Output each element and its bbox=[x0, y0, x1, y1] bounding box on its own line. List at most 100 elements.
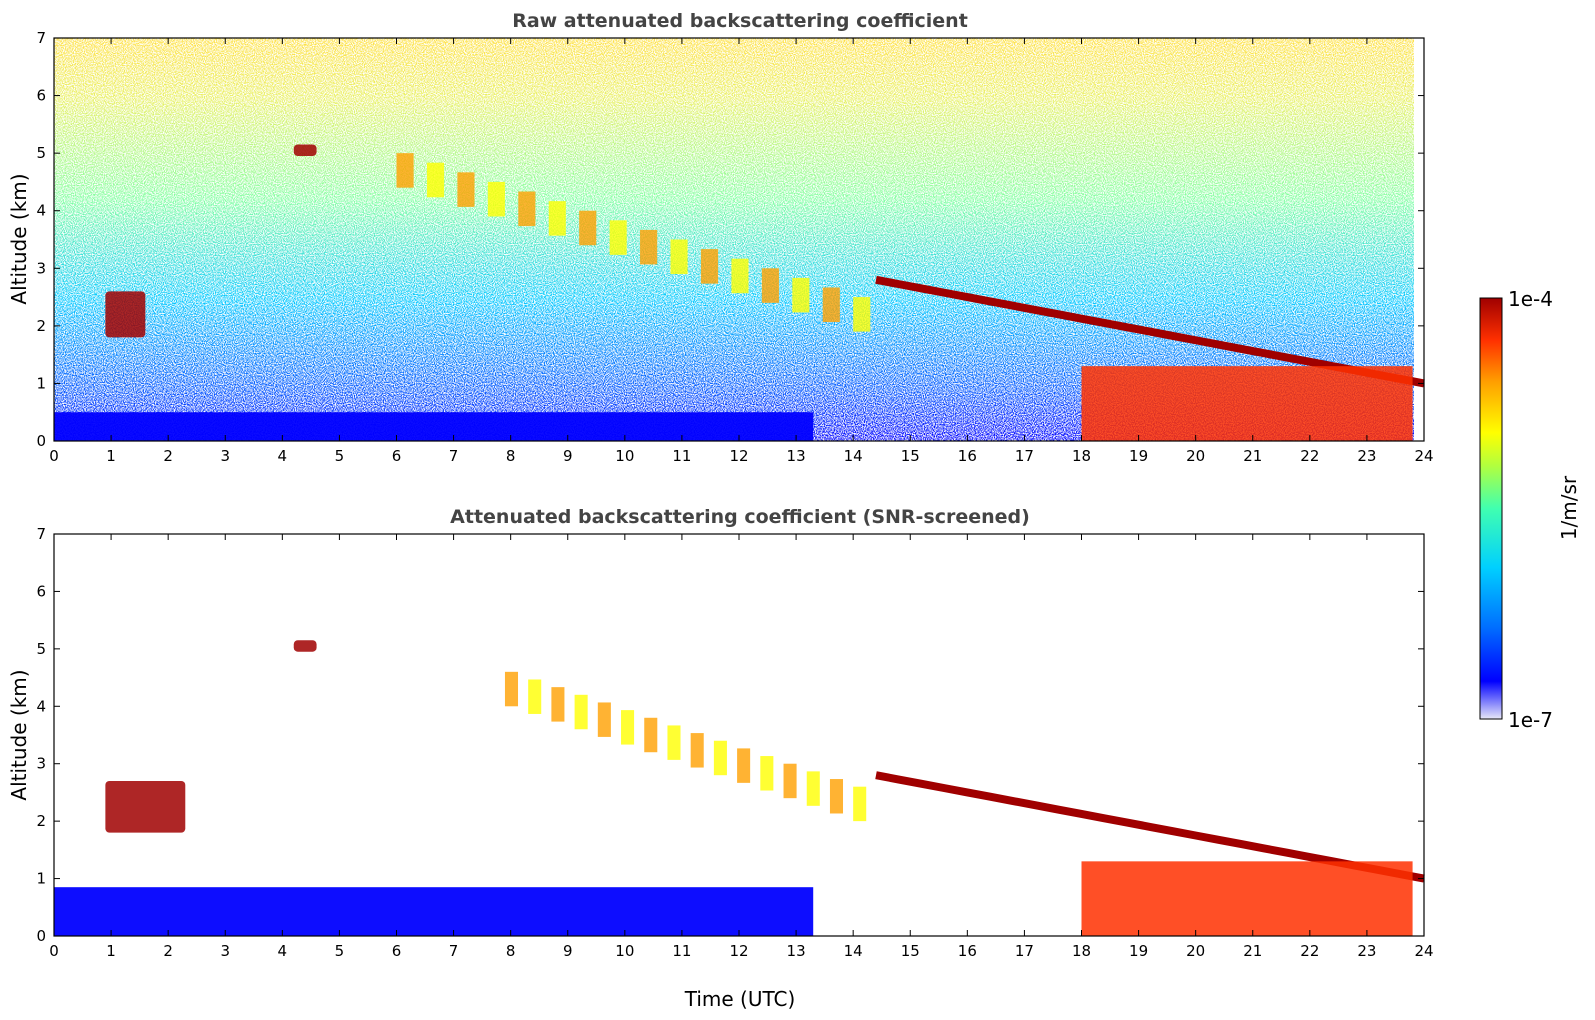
x-tick-label: 9 bbox=[563, 447, 573, 465]
x-tick-label: 20 bbox=[1186, 942, 1205, 960]
x-tick-label: 15 bbox=[901, 942, 920, 960]
y-tick-label: 2 bbox=[36, 812, 46, 830]
x-tick-label: 24 bbox=[1414, 447, 1433, 465]
x-tick-label: 10 bbox=[615, 942, 634, 960]
y-tick-label: 6 bbox=[36, 582, 46, 600]
cloud-patch bbox=[105, 291, 146, 338]
x-tick-label: 7 bbox=[449, 942, 459, 960]
x-tick-label: 5 bbox=[335, 942, 345, 960]
panel-2-title: Attenuated backscattering coefficient (S… bbox=[450, 506, 1030, 528]
x-tick-label: 15 bbox=[901, 447, 920, 465]
y-tick-label: 3 bbox=[36, 259, 46, 277]
x-tick-label: 14 bbox=[844, 447, 863, 465]
panel-1-ylabel: Altitude (km) bbox=[7, 173, 31, 304]
virga-streak bbox=[574, 694, 588, 730]
x-tick-label: 13 bbox=[787, 447, 806, 465]
y-tick-label: 7 bbox=[36, 525, 46, 543]
x-tick-label: 7 bbox=[449, 447, 459, 465]
y-tick-label: 1 bbox=[36, 374, 46, 392]
x-tick-label: 11 bbox=[672, 942, 691, 960]
virga-streak bbox=[737, 748, 751, 783]
x-tick-label: 5 bbox=[335, 447, 345, 465]
x-tick-label: 17 bbox=[1015, 447, 1034, 465]
panel-1-title: Raw attenuated backscattering coefficien… bbox=[512, 10, 968, 32]
y-tick-label: 2 bbox=[36, 317, 46, 335]
x-tick-label: 24 bbox=[1414, 942, 1433, 960]
colorbar-max-label: 1e-4 bbox=[1508, 287, 1553, 311]
cloud-patch bbox=[105, 780, 186, 833]
virga-streak bbox=[457, 172, 475, 207]
virga-streak bbox=[760, 756, 774, 791]
x-tick-label: 4 bbox=[278, 942, 288, 960]
x-tick-label: 23 bbox=[1357, 942, 1376, 960]
precip-region bbox=[1081, 861, 1413, 936]
screened-heatmap bbox=[54, 534, 1425, 936]
feature-virga bbox=[396, 153, 871, 332]
screened-backscatter-panel: Attenuated backscattering coefficient (S… bbox=[7, 506, 1434, 1011]
virga-streak bbox=[700, 249, 719, 284]
virga-streak bbox=[731, 258, 749, 294]
x-tick-label: 0 bbox=[49, 447, 59, 465]
precip-region bbox=[1081, 366, 1413, 441]
y-tick-label: 6 bbox=[36, 87, 46, 105]
screened-axes: 0 1 2 3 4 5 6 7 8 9 10 11 12 13 14 15 16 17 18 19 20 21 22 23 24… bbox=[36, 525, 1433, 960]
x-tick-label: 4 bbox=[278, 447, 288, 465]
virga-streak bbox=[640, 229, 658, 265]
x-tick-label: 12 bbox=[729, 942, 748, 960]
virga-streak bbox=[667, 725, 681, 760]
x-tick-label: 2 bbox=[163, 942, 173, 960]
x-tick-label: 16 bbox=[958, 942, 977, 960]
x-tick-label: 17 bbox=[1015, 942, 1034, 960]
y-tick-label: 0 bbox=[36, 432, 46, 450]
y-tick-label: 5 bbox=[36, 640, 46, 658]
virga-streak bbox=[548, 201, 566, 236]
virga-streak bbox=[761, 268, 779, 303]
virga-streak bbox=[690, 733, 704, 768]
virga-streak bbox=[829, 779, 844, 814]
virga-streak bbox=[792, 277, 810, 313]
feature-precip bbox=[1081, 861, 1413, 936]
feature-virga bbox=[504, 671, 867, 822]
raw-heatmap bbox=[54, 38, 1425, 441]
y-tick-label: 3 bbox=[36, 755, 46, 773]
virga-streak bbox=[504, 671, 519, 707]
feature-cloud bbox=[293, 640, 317, 652]
x-tick-label: 8 bbox=[506, 942, 516, 960]
x-tick-label: 13 bbox=[787, 942, 806, 960]
virga-streak bbox=[853, 786, 867, 822]
x-tick-label: 6 bbox=[392, 942, 402, 960]
y-tick-label: 5 bbox=[36, 144, 46, 162]
feature-cloud bbox=[105, 780, 186, 833]
colorbar-min-label: 1e-7 bbox=[1508, 708, 1553, 732]
x-tick-label: 6 bbox=[392, 447, 402, 465]
virga-streak bbox=[822, 287, 840, 323]
feature-boundary_layer bbox=[54, 412, 814, 441]
virga-streak bbox=[806, 771, 820, 806]
x-tick-label: 20 bbox=[1186, 447, 1205, 465]
x-tick-label: 9 bbox=[563, 942, 573, 960]
virga-streak bbox=[621, 710, 635, 745]
x-tick-label: 21 bbox=[1243, 942, 1262, 960]
virga-streak bbox=[426, 162, 445, 198]
x-tick-label: 19 bbox=[1129, 942, 1148, 960]
virga-streak bbox=[551, 687, 565, 722]
virga-streak bbox=[853, 297, 871, 332]
virga-streak bbox=[609, 220, 627, 255]
raw-axes: 0 1 2 3 4 5 6 7 8 9 10 11 12 13 14 15 16 17 18 19 20 21 22 23 24… bbox=[36, 29, 1433, 465]
x-tick-label: 1 bbox=[106, 447, 116, 465]
colorbar: 1e-4 1e-7 1/m/sr bbox=[1479, 287, 1581, 732]
x-tick-label: 12 bbox=[729, 447, 748, 465]
virga-streak bbox=[670, 239, 688, 275]
panel-2-ylabel: Altitude (km) bbox=[7, 669, 31, 800]
x-tick-label: 11 bbox=[672, 447, 691, 465]
x-tick-label: 0 bbox=[49, 942, 59, 960]
x-tick-label: 21 bbox=[1243, 447, 1262, 465]
x-tick-label: 8 bbox=[506, 447, 516, 465]
virga-streak bbox=[528, 679, 542, 714]
x-tick-label: 22 bbox=[1300, 942, 1319, 960]
x-tick-label: 3 bbox=[220, 942, 230, 960]
feature-boundary_layer bbox=[54, 887, 814, 936]
virga-streak bbox=[597, 702, 611, 737]
virga-streak bbox=[579, 210, 597, 246]
x-tick-label: 16 bbox=[958, 447, 977, 465]
